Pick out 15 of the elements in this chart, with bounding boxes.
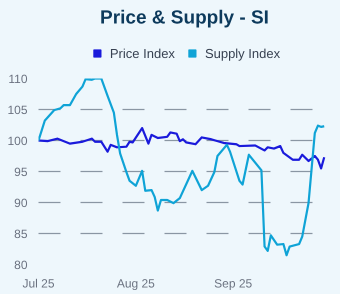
y-tick-label: 90 [14, 196, 28, 210]
y-tick-label: 80 [14, 258, 28, 272]
y-tick-label: 100 [7, 134, 28, 148]
y-tick-label: 95 [14, 165, 28, 179]
x-tick-label: Aug 25 [116, 276, 156, 290]
legend-label: Supply Index [204, 46, 280, 60]
x-tick-label: Sep 25 [214, 276, 253, 290]
legend-label: Price Index [110, 46, 175, 60]
y-tick-label: 105 [7, 103, 28, 117]
y-tick-label: 110 [8, 72, 28, 86]
line-series [38, 78, 326, 256]
line-series [38, 127, 326, 170]
x-tick-label: Jul 25 [22, 276, 55, 290]
y-tick-label: 85 [14, 227, 28, 241]
chart-title: Price & Supply - SI [100, 8, 269, 28]
